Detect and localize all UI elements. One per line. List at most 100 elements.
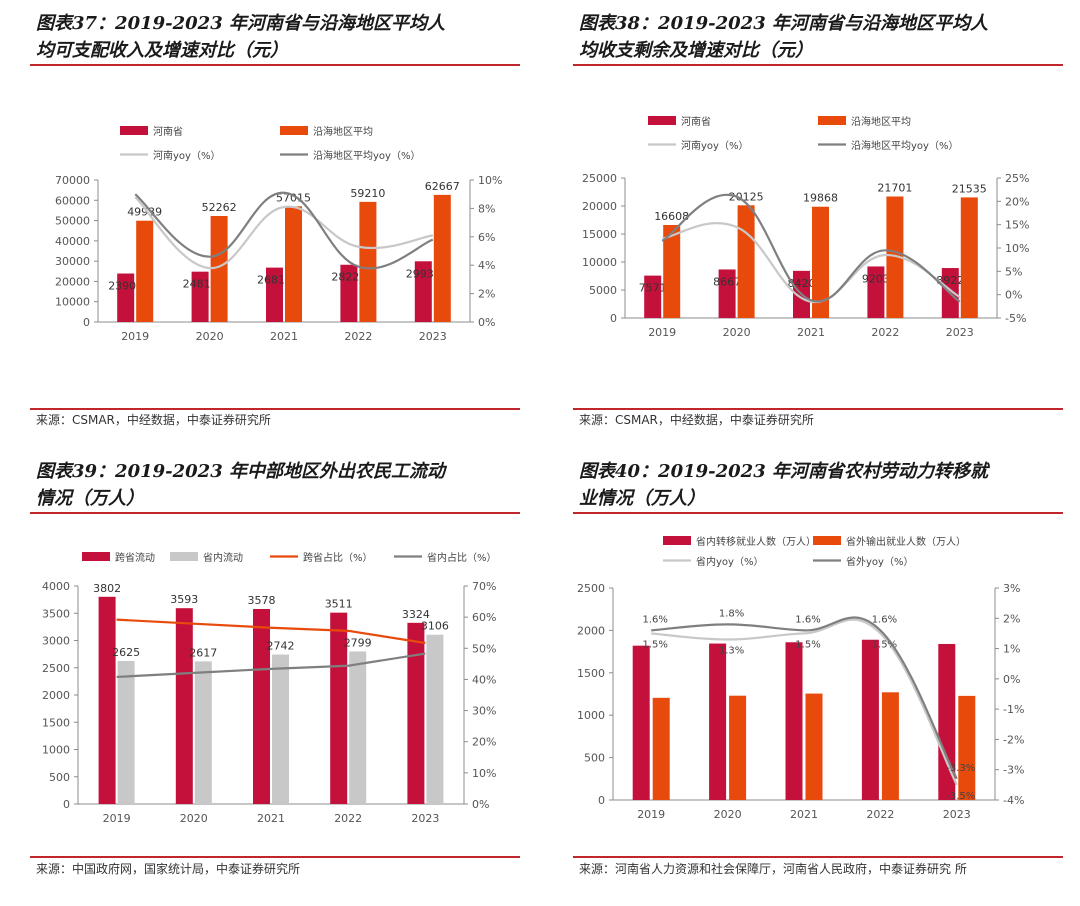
y2-tick-label: 60% bbox=[472, 611, 496, 624]
y2-tick-label: -2% bbox=[1003, 733, 1024, 746]
data-label: 3511 bbox=[325, 598, 353, 611]
bar bbox=[737, 205, 755, 318]
y-tick-label: 1000 bbox=[42, 744, 70, 757]
series-line bbox=[134, 191, 434, 270]
bar bbox=[272, 654, 289, 804]
legend-label: 河南yoy（%） bbox=[153, 149, 220, 162]
y2-tick-label: 15% bbox=[1005, 219, 1029, 232]
chart-title: 图表40：2019-2023 年河南省农村劳动力转移就 业情况（万人） bbox=[579, 461, 988, 509]
y-tick-label: 3000 bbox=[42, 635, 70, 648]
bar bbox=[644, 275, 662, 318]
title-rule bbox=[30, 64, 520, 66]
bar bbox=[718, 269, 736, 318]
bar bbox=[194, 661, 212, 804]
y-tick-label: 60000 bbox=[55, 194, 90, 207]
series-line bbox=[116, 618, 426, 645]
legend-label: 河南省 bbox=[153, 125, 183, 138]
x-tick-label: 2020 bbox=[714, 808, 742, 821]
y-tick-label: 20000 bbox=[55, 275, 90, 288]
data-label: 9203 bbox=[862, 272, 890, 285]
source-rule bbox=[573, 856, 1063, 858]
data-label: 62667 bbox=[425, 180, 460, 193]
bar bbox=[433, 194, 451, 322]
y2-tick-label: 20% bbox=[472, 736, 496, 749]
y2-tick-label: -1% bbox=[1003, 703, 1024, 716]
y-tick-label: 20000 bbox=[582, 200, 617, 213]
y2-tick-label: 0% bbox=[472, 798, 489, 811]
y-tick-label: 15000 bbox=[582, 228, 617, 241]
bar bbox=[253, 608, 270, 804]
bar bbox=[340, 264, 358, 322]
legend-label: 沿海地区平均 bbox=[313, 125, 373, 138]
y2-tick-label: 2% bbox=[1003, 612, 1020, 625]
bar bbox=[729, 695, 747, 800]
x-tick-label: 2023 bbox=[419, 330, 447, 343]
y-tick-label: 0 bbox=[63, 798, 70, 811]
y-tick-label: 1000 bbox=[577, 709, 605, 722]
chart-source: 来源：中国政府网，国家统计局，中泰证券研究所 bbox=[36, 862, 301, 876]
chart-panel-39: 图表39：2019-2023 年中部地区外出农民工流动 情况（万人） 0 500 1… bbox=[30, 448, 530, 898]
bar bbox=[960, 197, 978, 318]
data-label: 59210 bbox=[350, 187, 385, 200]
chart-title: 图表39：2019-2023 年中部地区外出农民工流动 情况（万人） bbox=[36, 461, 445, 509]
y-tick-label: 1500 bbox=[577, 667, 605, 680]
y-tick-label: 2500 bbox=[42, 662, 70, 675]
line-data-label: 1.5% bbox=[642, 639, 667, 650]
y-tick-label: 40000 bbox=[55, 235, 90, 248]
legend-label: 省内流动 bbox=[203, 551, 243, 564]
y2-tick-label: 10% bbox=[1005, 242, 1029, 255]
bar bbox=[881, 692, 899, 800]
bar bbox=[210, 215, 228, 322]
bar bbox=[407, 622, 425, 804]
x-tick-label: 2021 bbox=[270, 330, 298, 343]
x-tick-label: 2019 bbox=[648, 326, 676, 339]
y-tick-label: 2000 bbox=[42, 689, 70, 702]
bar bbox=[136, 220, 154, 322]
y2-tick-label: -5% bbox=[1005, 312, 1026, 325]
data-label: 26811 bbox=[257, 274, 292, 287]
bar bbox=[266, 267, 283, 322]
bar bbox=[359, 201, 377, 322]
chart-panel-37: 图表37：2019-2023 年河南省与沿海地区平均人 均可支配收入及增速对比（… bbox=[30, 0, 530, 440]
legend-label: 沿海地区平均 bbox=[851, 115, 911, 128]
chart-source: 来源：河南省人力资源和社会保障厅，河南省人民政府，中泰证券研究 所 bbox=[579, 862, 967, 876]
bar bbox=[886, 196, 904, 318]
data-label: 7571 bbox=[639, 282, 667, 295]
line-data-label: 1.5% bbox=[795, 639, 820, 650]
chart-title: 图表37：2019-2023 年河南省与沿海地区平均人 均可支配收入及增速对比（… bbox=[36, 13, 445, 61]
x-tick-label: 2021 bbox=[257, 812, 285, 825]
data-label: 29933 bbox=[406, 267, 441, 280]
data-label: 20125 bbox=[729, 190, 764, 203]
source-rule bbox=[573, 408, 1063, 410]
y2-tick-label: 25% bbox=[1005, 172, 1029, 185]
bar bbox=[867, 266, 885, 318]
y-tick-label: 1500 bbox=[42, 716, 70, 729]
x-tick-label: 2019 bbox=[121, 330, 149, 343]
title-rule bbox=[573, 64, 1063, 66]
x-tick-label: 2022 bbox=[334, 812, 362, 825]
data-label: 21701 bbox=[877, 181, 912, 194]
bar bbox=[805, 693, 823, 800]
bar bbox=[663, 224, 681, 318]
legend-label: 沿海地区平均yoy（%） bbox=[313, 149, 420, 162]
y-tick-label: 0 bbox=[610, 312, 617, 325]
series-line bbox=[116, 652, 426, 679]
data-label: 23903 bbox=[108, 280, 143, 293]
x-tick-label: 2019 bbox=[103, 812, 131, 825]
x-tick-label: 2020 bbox=[196, 330, 224, 343]
series-line bbox=[134, 196, 433, 270]
legend-label: 河南yoy（%） bbox=[681, 139, 748, 152]
bar bbox=[330, 612, 348, 804]
x-tick-label: 2020 bbox=[723, 326, 751, 339]
source-rule bbox=[30, 408, 520, 410]
y2-tick-label: -4% bbox=[1003, 794, 1024, 807]
chart-title: 图表38：2019-2023 年河南省与沿海地区平均人 均收支剩余及增速对比（元… bbox=[579, 13, 988, 61]
y-tick-label: 2000 bbox=[577, 624, 605, 637]
chart-source: 来源：CSMAR，中经数据，中泰证券研究所 bbox=[36, 413, 271, 427]
y-tick-label: 10000 bbox=[582, 256, 617, 269]
x-tick-label: 2023 bbox=[943, 808, 971, 821]
data-label: 3106 bbox=[421, 620, 449, 633]
legend-label: 省内占比（%） bbox=[427, 551, 497, 564]
x-tick-label: 2022 bbox=[871, 326, 899, 339]
y2-tick-label: 50% bbox=[472, 642, 496, 655]
